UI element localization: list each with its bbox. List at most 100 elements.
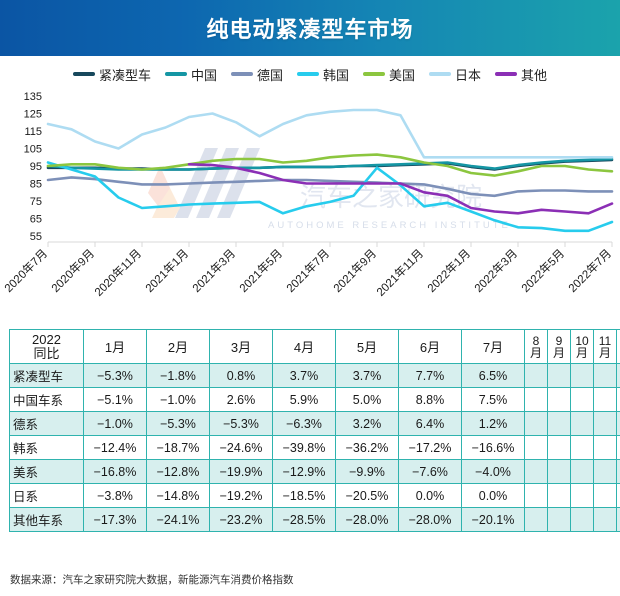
table-cell	[593, 387, 617, 412]
table-cell: −12.4%	[83, 435, 147, 460]
line-swatch	[72, 72, 95, 76]
table-cell	[593, 411, 617, 436]
corner-subtitle: 同比	[33, 345, 60, 361]
chart-legend: 紧凑型车 中国 德国 韩国 美国 日本 其他	[0, 56, 620, 88]
table-cell: 3.2%	[335, 411, 399, 436]
table-cell: 2.6%	[209, 387, 273, 412]
table-cell	[616, 411, 620, 436]
table-cell: −6.3%	[272, 411, 336, 436]
table-row-label: 其他车系	[9, 507, 84, 532]
table-cell	[616, 363, 620, 388]
table-cell: −12.9%	[272, 459, 336, 484]
table-cell: 5.9%	[272, 387, 336, 412]
line-chart: 135 125 115 105 95 85 75 65 55 2020年7月 2020年9月2020…	[1, 91, 614, 299]
col-header-unit: 月	[529, 345, 542, 360]
table-cell	[593, 507, 617, 532]
table-cell: −39.8%	[272, 435, 336, 460]
table-row-label: 日系	[9, 483, 84, 508]
line-swatch	[296, 72, 319, 76]
table-cell	[593, 435, 617, 460]
x-axis-tick-label: 2020年11月	[91, 246, 144, 299]
table-cell	[570, 387, 594, 412]
line-swatch	[429, 72, 452, 76]
table-cell: 3.7%	[335, 363, 399, 388]
legend-label: 美国	[389, 67, 416, 83]
legend-item-3[interactable]: 韩国	[296, 65, 349, 84]
table-cell: −17.3%	[83, 507, 147, 532]
table-cell	[524, 411, 548, 436]
table-cell: 0.8%	[209, 363, 273, 388]
table-col-header-5: 6月	[398, 329, 462, 364]
table-cell: −24.1%	[146, 507, 210, 532]
table-cell	[547, 387, 571, 412]
table-cell	[570, 435, 594, 460]
table-cell: 8.8%	[398, 387, 462, 412]
page-title: 纯电动紧凑型车市场	[206, 17, 414, 42]
table-cell: −4.0%	[461, 459, 525, 484]
table-cell	[593, 363, 617, 388]
table-row: 美系 −16.8% −12.8% −19.9% −12.9% −9.9% −7.6% −4.0…	[9, 459, 620, 484]
table-cell: −19.2%	[209, 483, 273, 508]
table-cell	[524, 507, 548, 532]
legend-label: 中国	[190, 67, 217, 83]
x-axis-tick-label: 2022年5月	[518, 246, 567, 295]
legend-item-0[interactable]: 紧凑型车	[72, 65, 151, 84]
y-axis-tick-label: 95	[30, 161, 42, 173]
table-cell: −16.6%	[461, 435, 525, 460]
legend-item-4[interactable]: 美国	[363, 65, 415, 84]
table-cell	[547, 411, 571, 436]
table-cell: −20.1%	[461, 507, 525, 532]
table-body: 紧凑型车 −5.3% −1.8% 0.8% 3.7% 3.7% 7.7% 6.5% 中国车系 −5…	[9, 363, 620, 532]
x-axis-tick-label: 2021年9月	[330, 246, 379, 295]
x-axis-tick-label: 2021年3月	[189, 246, 238, 295]
table-cell	[524, 459, 548, 484]
table-cell: −5.3%	[83, 363, 147, 388]
legend-item-6[interactable]: 其他	[495, 65, 547, 84]
table-cell: 7.7%	[398, 363, 462, 388]
col-header-num: 8	[532, 333, 540, 348]
line-swatch	[495, 72, 518, 76]
x-axis-tick-label: 2022年1月	[424, 246, 473, 295]
series-line-6	[187, 163, 614, 215]
table-corner-header: 2022 同比	[9, 329, 84, 364]
y-axis-tick-label: 55	[30, 231, 42, 243]
table-row: 日系 −3.8% −14.8% −19.2% −18.5% −20.5% 0.0% 0.0%	[9, 483, 620, 508]
table-cell: 5.0%	[335, 387, 399, 412]
table-cell: −28.5%	[272, 507, 336, 532]
legend-item-1[interactable]: 中国	[164, 65, 217, 84]
table-cell	[616, 387, 620, 412]
line-swatch	[164, 72, 187, 76]
table-cell: −24.6%	[209, 435, 273, 460]
chart-area: 汽车之家研究院 AUTOHOME RESEARCH INSTITUTE 135 1…	[0, 88, 620, 324]
x-axis-tick-label: 2020年7月	[1, 246, 50, 295]
legend-label: 德国	[256, 67, 283, 83]
y-axis-tick-label: 115	[24, 126, 42, 138]
table-row: 紧凑型车 −5.3% −1.8% 0.8% 3.7% 3.7% 7.7% 6.5%	[9, 363, 620, 388]
table-row: 中国车系 −5.1% −1.0% 2.6% 5.9% 5.0% 8.8% 7.5%	[9, 387, 620, 412]
y-axis-tick-label: 105	[24, 144, 42, 156]
col-header-num: 11	[598, 333, 612, 348]
y-axis-tick-label: 65	[30, 214, 42, 226]
legend-item-2[interactable]: 德国	[230, 65, 283, 84]
table-cell: −20.5%	[335, 483, 399, 508]
table-cell: −3.8%	[83, 483, 147, 508]
table-cell: 7.5%	[461, 387, 525, 412]
table-col-header-2: 3月	[209, 329, 273, 364]
table-cell: −1.0%	[146, 387, 210, 412]
y-axis-tick-label: 85	[30, 179, 42, 191]
table-cell	[547, 483, 571, 508]
series-line-3	[46, 161, 614, 233]
table-cell: −12.8%	[146, 459, 210, 484]
x-axis-tick-label: 2021年1月	[142, 246, 191, 295]
table-cell	[570, 459, 594, 484]
legend-label: 其他	[521, 67, 548, 83]
table-cell	[524, 387, 548, 412]
table-cell	[616, 459, 620, 484]
table-cell	[616, 483, 620, 508]
corner-year: 2022	[32, 331, 61, 347]
table-row-label: 中国车系	[9, 387, 84, 412]
table-cell: −18.7%	[146, 435, 210, 460]
table-cell	[524, 483, 548, 508]
table-col-header-6: 7月	[461, 329, 525, 364]
legend-item-5[interactable]: 日本	[429, 65, 481, 84]
